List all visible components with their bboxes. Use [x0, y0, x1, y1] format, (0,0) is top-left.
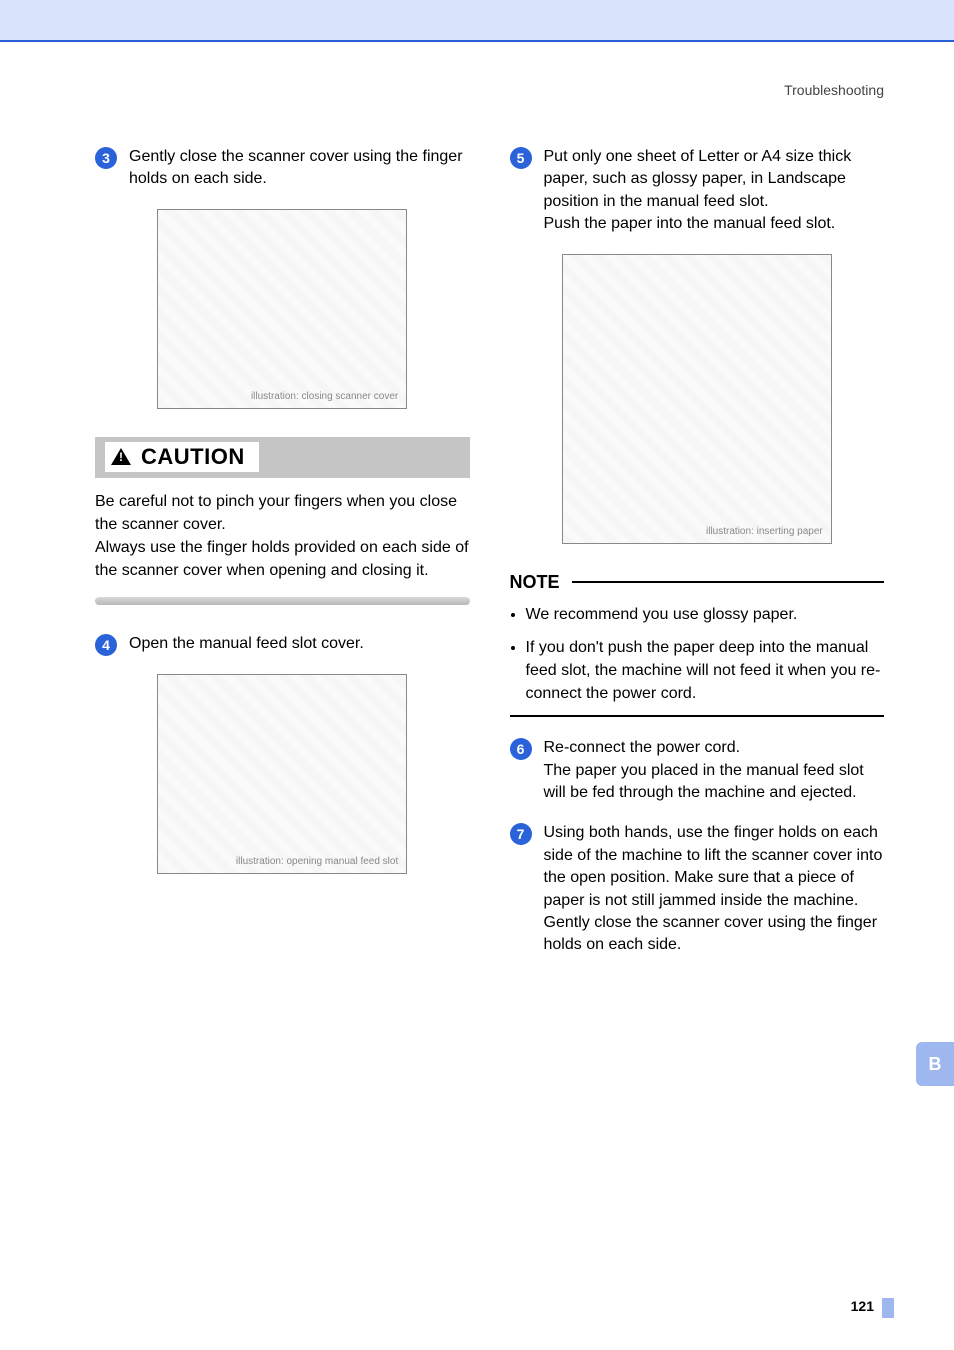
step-text: Re-connect the power cord.The paper you …	[544, 737, 885, 804]
caution-body: Be careful not to pinch your fingers whe…	[95, 490, 470, 583]
page-body: Troubleshooting 3 Gently close the scann…	[0, 42, 954, 971]
step-badge: 4	[95, 634, 117, 656]
side-tab[interactable]: B	[916, 1042, 954, 1086]
warning-icon	[111, 448, 131, 465]
caution-divider	[95, 597, 470, 605]
note-item: If you don't push the paper deep into th…	[526, 636, 885, 706]
note-end-rule	[510, 715, 885, 717]
section-title: Troubleshooting	[95, 82, 884, 98]
note-label: NOTE	[510, 572, 560, 593]
step-7: 7 Using both hands, use the finger holds…	[510, 822, 885, 956]
illustration-open-slot	[157, 674, 407, 874]
top-bar	[0, 0, 954, 42]
illustration-close-cover	[157, 209, 407, 409]
illustration-insert-paper	[562, 254, 832, 544]
right-column: 5 Put only one sheet of Letter or A4 siz…	[510, 146, 885, 971]
page-marker	[882, 1298, 894, 1318]
note-header: NOTE	[510, 572, 885, 593]
page-number: 121	[851, 1298, 874, 1314]
step-text: Put only one sheet of Letter or A4 size …	[544, 146, 885, 236]
step-text: Open the manual feed slot cover.	[129, 633, 470, 655]
step-4: 4 Open the manual feed slot cover.	[95, 633, 470, 656]
step-badge: 7	[510, 823, 532, 845]
caution-label: CAUTION	[141, 444, 245, 470]
step-text: Gently close the scanner cover using the…	[129, 146, 470, 191]
note-rule	[572, 581, 884, 583]
step-text: Using both hands, use the finger holds o…	[544, 822, 885, 956]
step-6: 6 Re-connect the power cord.The paper yo…	[510, 737, 885, 804]
note-list: We recommend you use glossy paper. If yo…	[510, 603, 885, 706]
step-badge: 6	[510, 738, 532, 760]
two-column-layout: 3 Gently close the scanner cover using t…	[95, 146, 884, 971]
caution-header: CAUTION	[95, 437, 470, 478]
note-item: We recommend you use glossy paper.	[526, 603, 885, 626]
left-column: 3 Gently close the scanner cover using t…	[95, 146, 470, 971]
step-5: 5 Put only one sheet of Letter or A4 siz…	[510, 146, 885, 236]
step-badge: 3	[95, 147, 117, 169]
step-3: 3 Gently close the scanner cover using t…	[95, 146, 470, 191]
step-badge: 5	[510, 147, 532, 169]
